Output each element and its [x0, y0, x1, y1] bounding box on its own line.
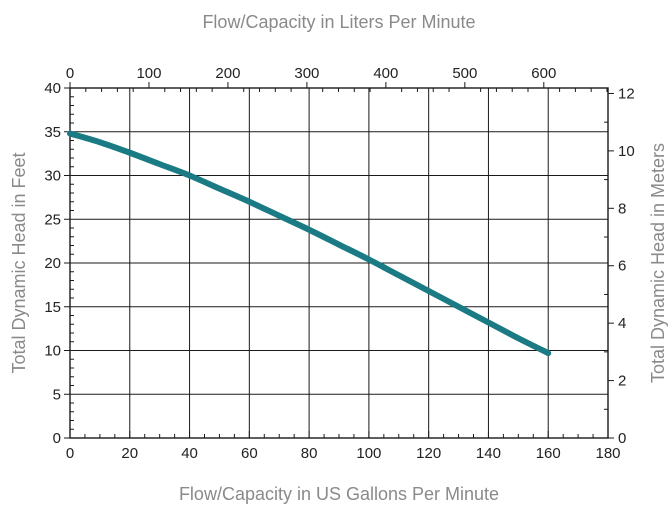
- curve-data-point: [368, 259, 370, 260]
- series-layer: [67, 130, 552, 357]
- x-tick-label: 40: [181, 445, 198, 462]
- y2-tick-label: 0: [618, 430, 626, 447]
- y-tick-label: 20: [44, 255, 61, 272]
- curve-data-point: [398, 274, 400, 276]
- plot-frame: [69, 87, 609, 439]
- y-tick-label: 35: [44, 124, 61, 141]
- tick-layer: [64, 82, 614, 439]
- x2-tick-label: 200: [215, 65, 240, 82]
- curve-data-point: [248, 201, 250, 203]
- x-tick-label: 160: [536, 445, 561, 462]
- x-tick-label: 120: [416, 445, 441, 462]
- y2-tick-label: 8: [618, 200, 626, 217]
- x2-tick-label: 0: [66, 65, 74, 82]
- x2-tick-label: 300: [294, 65, 319, 82]
- curve-data-point: [458, 306, 460, 308]
- y2-axis-title: Total Dynamic Head in Meters: [648, 143, 668, 383]
- x-tick-label: 180: [595, 445, 620, 462]
- x2-tick-label: 100: [136, 65, 161, 82]
- x-tick-label: 80: [301, 445, 318, 462]
- y-tick-label: 10: [44, 343, 61, 360]
- y2-tick-label: 12: [618, 85, 635, 102]
- y2-tick-label: 2: [618, 373, 626, 390]
- y-tick-label: 15: [44, 299, 61, 316]
- curve-data-point: [159, 163, 161, 165]
- curve-data-point: [69, 133, 71, 134]
- y-tick-label: 40: [44, 80, 61, 97]
- x-tick-label: 140: [476, 445, 501, 462]
- y2-tick-label: 4: [618, 315, 626, 332]
- y-tick-label: 0: [53, 430, 61, 447]
- x2-tick-label: 500: [452, 65, 477, 82]
- x-tick-label: 20: [121, 445, 138, 462]
- x2-tick-label: 400: [373, 65, 398, 82]
- curve-data-point: [487, 322, 489, 323]
- x2-axis-title: Flow/Capacity in Liters Per Minute: [202, 12, 475, 32]
- y2-tick-label: 6: [618, 258, 626, 275]
- curve-data-point: [189, 175, 191, 176]
- curve-data-point: [278, 215, 280, 217]
- y-tick-label: 30: [44, 168, 61, 185]
- curve-data-point: [218, 188, 220, 190]
- x-axis-title: Flow/Capacity in US Gallons Per Minute: [179, 484, 499, 504]
- y2-tick-label: 10: [618, 143, 635, 160]
- x-tick-label: 100: [356, 445, 381, 462]
- curve-data-point: [428, 290, 430, 292]
- curve-data-point: [517, 337, 519, 339]
- curve-data-point: [308, 229, 310, 231]
- x-tick-label: 60: [241, 445, 258, 462]
- y-tick-label: 5: [53, 386, 61, 403]
- curve-data-point: [338, 244, 340, 246]
- curve-data-point: [99, 141, 101, 143]
- curve-data-point: [129, 152, 131, 154]
- y-tick-label: 25: [44, 211, 61, 228]
- x2-tick-label: 600: [531, 65, 556, 82]
- curve-data-point: [547, 352, 549, 354]
- label-layer: 0 20 40 60 80 100 120 140 160 1800510152025303540…: [44, 65, 634, 462]
- grid-layer: [70, 88, 608, 438]
- x-tick-label: 0: [66, 445, 74, 462]
- y-axis-title: Total Dynamic Head in Feet: [9, 152, 29, 373]
